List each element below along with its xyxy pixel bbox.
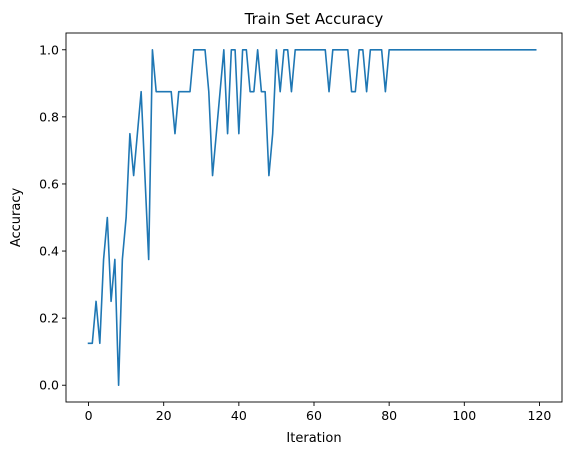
- x-tick-label: 0: [85, 408, 93, 423]
- y-axis-label: Accuracy: [9, 188, 24, 248]
- y-tick-label: 0.2: [39, 311, 59, 326]
- x-tick-label: 40: [231, 408, 247, 423]
- y-tick-label: 0.0: [39, 378, 59, 393]
- y-tick-label: 1.0: [39, 42, 59, 57]
- y-tick-label: 0.6: [39, 176, 59, 191]
- x-axis-label: Iteration: [286, 431, 341, 446]
- y-tick-label: 0.8: [39, 109, 59, 124]
- x-tick-label: 100: [452, 408, 476, 423]
- series-line: [87, 48, 537, 387]
- plot-area: [87, 48, 537, 387]
- x-axis: 0 20 40 60 80 100 120: [85, 402, 552, 423]
- x-tick-label: 120: [528, 408, 552, 423]
- x-tick-label: 60: [306, 408, 322, 423]
- x-tick-label: 80: [381, 408, 397, 423]
- axes-frame: [65, 32, 563, 403]
- chart-title: Train Set Accuracy: [244, 10, 384, 28]
- x-tick-label: 20: [156, 408, 172, 423]
- y-axis: 0.0 0.2 0.4 0.6 0.8 1.0: [39, 42, 66, 393]
- y-tick-label: 0.4: [39, 244, 59, 259]
